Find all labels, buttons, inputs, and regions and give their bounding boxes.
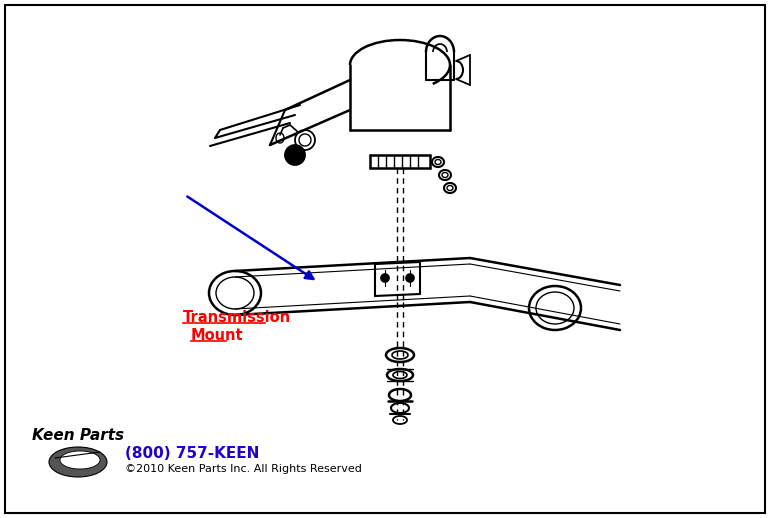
- Text: Mount: Mount: [191, 328, 243, 343]
- Ellipse shape: [49, 447, 107, 477]
- Text: (800) 757-KEEN: (800) 757-KEEN: [125, 446, 259, 461]
- Text: ©2010 Keen Parts Inc. All Rights Reserved: ©2010 Keen Parts Inc. All Rights Reserve…: [125, 464, 362, 474]
- Ellipse shape: [60, 451, 100, 469]
- Text: Transmission: Transmission: [183, 310, 291, 325]
- Circle shape: [406, 274, 414, 282]
- Text: Keen Parts: Keen Parts: [32, 428, 124, 443]
- Circle shape: [285, 145, 305, 165]
- Circle shape: [381, 274, 389, 282]
